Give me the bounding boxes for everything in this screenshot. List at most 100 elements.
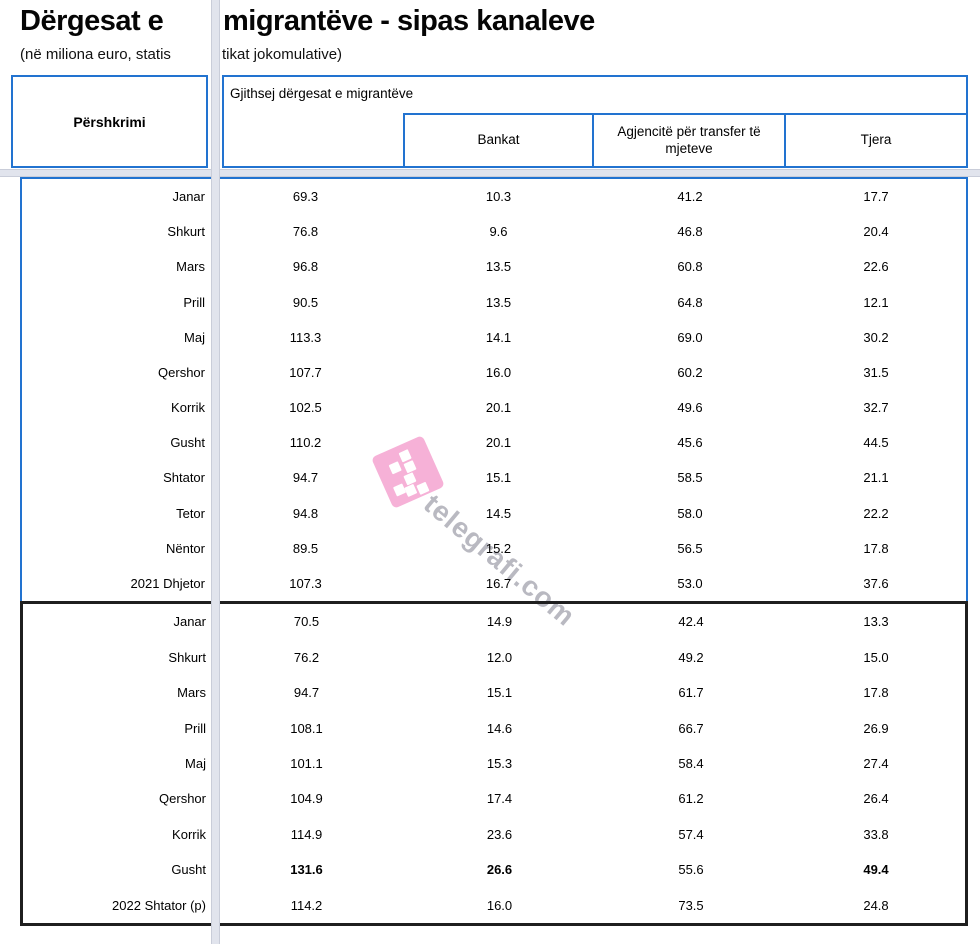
table-row: Gusht 110.2 20.1 45.6 44.5: [22, 425, 966, 460]
cell-bankat: 15.1: [486, 685, 513, 701]
row-month-label: Nëntor: [165, 540, 205, 556]
header-cell-bankat: Bankat: [403, 113, 594, 168]
cell-bankat: 16.7: [485, 575, 512, 591]
cell-total: 110.2: [289, 435, 322, 451]
cell-bankat: 17.4: [486, 791, 513, 807]
table-row: Shtator 94.7 15.1 58.5 21.1: [22, 460, 966, 495]
cell-tjera: 49.4: [863, 862, 889, 878]
row-month-label: Gusht: [170, 435, 205, 451]
cell-agjencite: 42.4: [678, 614, 704, 630]
row-month-label: Tetor: [176, 505, 205, 521]
cell-agjencite: 66.7: [678, 720, 704, 736]
cell-total: 76.2: [293, 649, 320, 665]
cell-agjencite: 41.2: [677, 189, 703, 205]
cell-total: 89.5: [292, 540, 319, 556]
cell-total: 94.7: [292, 470, 319, 486]
cell-total: 96.8: [292, 259, 319, 275]
cell-agjencite: 49.2: [678, 649, 704, 665]
row-month-label: Shkurt: [168, 649, 206, 665]
cell-bankat: 23.6: [486, 826, 513, 842]
header-cell-tjera: Tjera: [786, 113, 968, 168]
cell-agjencite: 58.5: [677, 470, 703, 486]
table-row: 2021 Dhjetor 107.3 16.7 53.0 37.6: [22, 566, 966, 601]
cell-bankat: 16.0: [486, 897, 513, 913]
row-month-label: Prill: [183, 294, 205, 310]
table-row: Prill 90.5 13.5 64.8 12.1: [22, 285, 966, 320]
cell-total: 113.3: [289, 329, 322, 345]
header-cell-description: Përshkrimi: [11, 75, 208, 168]
table-row: Gusht 131.6 26.6 55.6 49.4: [23, 852, 965, 887]
cell-tjera: 13.3: [863, 614, 889, 630]
cell-tjera: 27.4: [863, 755, 889, 771]
cell-tjera: 15.0: [863, 649, 889, 665]
table-block-2021: Janar 69.3 10.3 41.2 17.7 Shkurt 76.8 9.…: [20, 177, 968, 603]
table-row: Tetor 94.8 14.5 58.0 22.2: [22, 496, 966, 531]
row-month-label: Maj: [185, 755, 206, 771]
table-row: 2022 Shtator (p) 114.2 16.0 73.5 24.8: [23, 888, 965, 923]
cell-total: 114.9: [290, 826, 323, 842]
cell-agjencite: 58.0: [677, 505, 703, 521]
cell-bankat: 14.9: [486, 614, 513, 630]
cell-bankat: 14.5: [485, 505, 512, 521]
cell-total: 107.3: [289, 575, 322, 591]
row-month-label: 2022 Shtator (p): [112, 897, 206, 913]
cell-tjera: 33.8: [863, 826, 889, 842]
table-row: Shkurt 76.2 12.0 49.2 15.0: [23, 639, 965, 674]
page-title-right: migrantëve - sipas kanaleve: [223, 5, 595, 37]
table-row: Maj 113.3 14.1 69.0 30.2: [22, 320, 966, 355]
cell-bankat: 15.1: [485, 470, 512, 486]
row-month-label: Maj: [184, 329, 205, 345]
cell-tjera: 31.5: [863, 364, 889, 380]
row-month-label: Shkurt: [167, 224, 205, 240]
cell-total: 76.8: [292, 224, 319, 240]
table-rows-2021: Janar 69.3 10.3 41.2 17.7 Shkurt 76.8 9.…: [22, 179, 966, 601]
page-subtitle-left: (në miliona euro, statis: [20, 46, 171, 63]
cell-bankat: 20.1: [485, 435, 512, 451]
page-title-left: Dërgesat e: [20, 5, 164, 37]
cell-tjera: 30.2: [863, 329, 889, 345]
row-month-label: 2021 Dhjetor: [130, 575, 205, 591]
cell-tjera: 21.1: [863, 470, 889, 486]
cell-agjencite: 45.6: [677, 435, 703, 451]
cell-agjencite: 55.6: [678, 862, 704, 878]
table-row: Mars 94.7 15.1 61.7 17.8: [23, 675, 965, 710]
cell-tjera: 17.8: [863, 540, 889, 556]
cell-bankat: 9.6: [489, 224, 508, 240]
cell-tjera: 26.4: [863, 791, 889, 807]
cell-tjera: 44.5: [863, 435, 889, 451]
cell-agjencite: 46.8: [677, 224, 703, 240]
cell-agjencite: 58.4: [678, 755, 704, 771]
cell-tjera: 17.7: [863, 189, 889, 205]
row-month-label: Qershor: [159, 791, 206, 807]
row-month-label: Prill: [184, 720, 206, 736]
cell-agjencite: 73.5: [678, 897, 704, 913]
cell-bankat: 14.1: [485, 329, 512, 345]
cell-agjencite: 56.5: [677, 540, 703, 556]
cell-total: 131.6: [290, 862, 323, 878]
cell-total: 94.8: [292, 505, 319, 521]
cell-total: 114.2: [290, 897, 323, 913]
pane-split-horizontal[interactable]: [0, 169, 980, 177]
cell-total: 104.9: [290, 791, 323, 807]
table-row: Prill 108.1 14.6 66.7 26.9: [23, 710, 965, 745]
cell-tjera: 22.2: [863, 505, 889, 521]
table-row: Mars 96.8 13.5 60.8 22.6: [22, 249, 966, 284]
cell-tjera: 12.1: [863, 294, 889, 310]
cell-agjencite: 60.2: [677, 364, 703, 380]
cell-total: 102.5: [289, 400, 322, 416]
table-row: Janar 70.5 14.9 42.4 13.3: [23, 604, 965, 639]
row-month-label: Janar: [173, 614, 206, 630]
pane-split-vertical[interactable]: [211, 0, 220, 944]
cell-bankat: 15.2: [485, 540, 512, 556]
row-month-label: Shtator: [163, 470, 205, 486]
cell-agjencite: 49.6: [677, 400, 703, 416]
cell-agjencite: 69.0: [677, 329, 703, 345]
cell-total: 69.3: [292, 189, 319, 205]
table-row: Nëntor 89.5 15.2 56.5 17.8: [22, 531, 966, 566]
cell-bankat: 12.0: [486, 649, 513, 665]
cell-tjera: 37.6: [863, 575, 889, 591]
cell-bankat: 13.5: [485, 259, 512, 275]
cell-tjera: 32.7: [863, 400, 889, 416]
cell-tjera: 22.6: [863, 259, 889, 275]
